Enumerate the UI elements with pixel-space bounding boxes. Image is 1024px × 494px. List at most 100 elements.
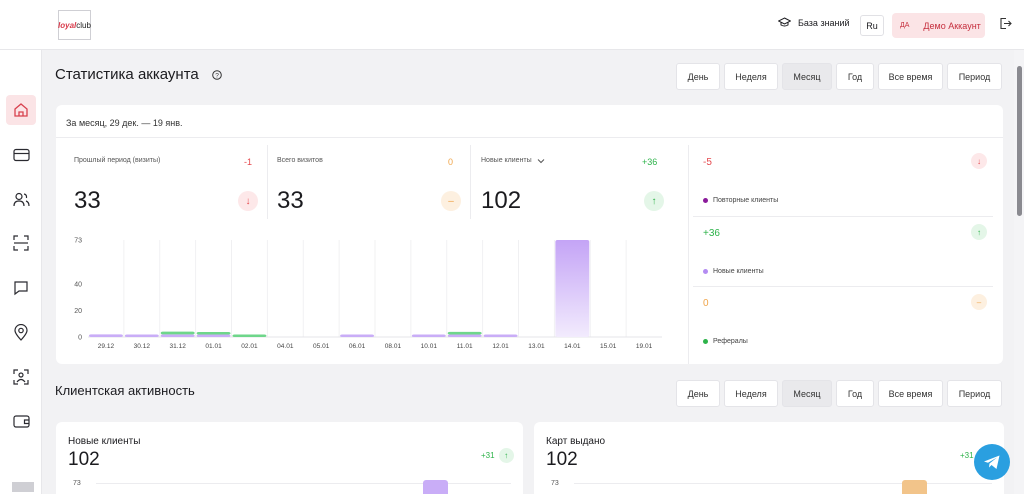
x-tick-label: 02.01 — [241, 343, 258, 350]
chat-icon — [14, 281, 28, 296]
activity-card-cards-issued: Карт выдано 102 +31 ↑ 73 — [534, 422, 1004, 494]
period-year[interactable]: Год — [836, 63, 874, 90]
sidebar-item-messages[interactable] — [6, 273, 36, 303]
account-stats-card: За месяц, 29 дек. — 19 янв. Прошлый пери… — [56, 105, 1003, 364]
scan-icon — [13, 235, 29, 251]
chart-bar[interactable] — [411, 334, 446, 338]
stat-label[interactable]: Новые клиенты — [481, 157, 545, 164]
telegram-button[interactable] — [974, 444, 1010, 480]
top-bar: loyal club База знаний Ru ДА Демо Аккаунт — [0, 0, 1024, 50]
section-title-account-stats: Статистика аккаунта — [55, 66, 199, 83]
users-icon — [12, 192, 30, 206]
help-icon[interactable]: ? — [212, 70, 222, 80]
period-day[interactable]: День — [676, 63, 720, 90]
chart-bar[interactable] — [232, 334, 267, 338]
legend-dot — [703, 269, 708, 274]
chart-bar[interactable] — [160, 331, 195, 335]
card-title: Карт выдано — [546, 436, 606, 447]
period-all-time[interactable]: Все время — [878, 63, 943, 90]
arrow-up-icon: ↑ — [644, 191, 664, 211]
user-name: Демо Аккаунт — [923, 20, 981, 31]
arrow-up-icon: ↑ — [498, 448, 514, 463]
x-tick-label: 01.01 — [205, 343, 222, 350]
y-tick-label: 40 — [74, 281, 82, 288]
chart-bar[interactable] — [124, 334, 159, 338]
chart-bar[interactable] — [447, 334, 482, 338]
logo-part-1: loyal — [58, 20, 77, 30]
legend-dot — [703, 198, 708, 203]
language-select[interactable]: Ru — [860, 15, 884, 36]
period-year[interactable]: Год — [836, 380, 874, 407]
chevron-down-icon — [537, 158, 545, 163]
svg-text:?: ? — [215, 73, 219, 80]
chart-bar[interactable] — [555, 240, 590, 337]
legend-repeat-clients: Повторные клиенты — [703, 197, 778, 204]
x-tick-label: 31.12 — [170, 343, 187, 350]
scrollbar[interactable] — [1014, 50, 1024, 494]
chart-bar[interactable] — [196, 334, 231, 338]
sidebar-item-home[interactable] — [6, 95, 36, 125]
knowledge-base-link[interactable]: База знаний — [778, 17, 850, 28]
card-delta-value: +31 — [960, 451, 974, 460]
chart-bar — [902, 480, 927, 494]
gridline — [96, 483, 511, 484]
user-account-button[interactable]: ДА Демо Аккаунт — [892, 13, 985, 38]
chart-bar[interactable] — [483, 334, 518, 338]
graduation-cap-icon — [778, 17, 791, 27]
x-tick-label: 19.01 — [636, 343, 653, 350]
y-tick-label: 0 — [78, 335, 82, 342]
period-all-time[interactable]: Все время — [878, 380, 943, 407]
knowledge-base-label: База знаний — [798, 17, 850, 28]
stat-value: 33 — [277, 187, 304, 214]
card-value: 102 — [68, 449, 100, 470]
location-icon — [14, 323, 28, 341]
period-custom[interactable]: Период — [947, 380, 1002, 407]
chart-bar[interactable] — [89, 334, 123, 337]
legend-label: Новые клиенты — [713, 268, 764, 275]
avatar: ДА — [900, 22, 910, 29]
sidebar-item-clients[interactable] — [6, 184, 36, 214]
stat-new-clients[interactable]: Новые клиенты +36 102 ↑ — [481, 145, 667, 219]
side-stat-new-clients: +36 ↑ Новые клиенты — [693, 216, 993, 286]
logout-icon[interactable] — [999, 17, 1012, 30]
period-week[interactable]: Неделя — [724, 63, 778, 90]
y-tick-label: 73 — [73, 480, 81, 487]
sidebar-item-cards[interactable] — [6, 140, 36, 170]
visits-chart: 0 20 40 73 29.12 30.12 31.12 01.01 02.01 04.01 05.… — [74, 238, 662, 350]
side-stat-repeat-clients: -5 ↓ Повторные клиенты — [693, 145, 993, 215]
card-icon — [12, 148, 30, 162]
home-icon — [14, 103, 28, 117]
arrow-up-icon: ↑ — [971, 224, 987, 240]
section-title-client-activity: Клиентская активность — [55, 383, 195, 398]
sidebar-item-locations[interactable] — [6, 317, 36, 347]
dash-icon: – — [441, 191, 461, 211]
chart-bar[interactable] — [447, 331, 482, 335]
sidebar-item-wallet[interactable] — [6, 406, 36, 436]
legend-label: Повторные клиенты — [713, 197, 779, 204]
card-delta-value: +31 — [481, 451, 495, 460]
chart-bar[interactable] — [340, 334, 374, 338]
period-week[interactable]: Неделя — [724, 380, 778, 407]
arrow-down-icon: ↓ — [971, 153, 987, 169]
logo[interactable]: loyal club — [58, 10, 91, 40]
divider — [56, 137, 1003, 138]
card-title: Новые клиенты — [68, 436, 141, 447]
period-custom[interactable]: Период — [947, 63, 1002, 90]
period-day[interactable]: День — [676, 380, 720, 407]
gridline — [574, 483, 992, 484]
scrollbar-thumb[interactable] — [1017, 66, 1022, 216]
period-switcher-account: День Неделя Месяц Год Все время Период — [676, 63, 1006, 90]
activity-card-new-clients: Новые клиенты 102 +31 ↑ 73 — [56, 422, 523, 494]
x-tick-label: 11.01 — [457, 343, 473, 350]
stat-total-visits: Всего визитов 0 33 – — [277, 145, 463, 219]
chart-bar[interactable] — [160, 334, 195, 337]
period-month[interactable]: Месяц — [782, 63, 832, 90]
period-month[interactable]: Месяц — [782, 380, 832, 407]
sidebar-item-scanner[interactable] — [6, 228, 36, 258]
y-tick-label: 20 — [74, 308, 82, 315]
divider — [693, 286, 993, 287]
sidebar-item-gallery[interactable] — [6, 362, 36, 392]
stat-value: 102 — [481, 187, 522, 214]
sidebar-bottom-element — [12, 482, 34, 492]
chart-bar[interactable] — [196, 332, 231, 335]
